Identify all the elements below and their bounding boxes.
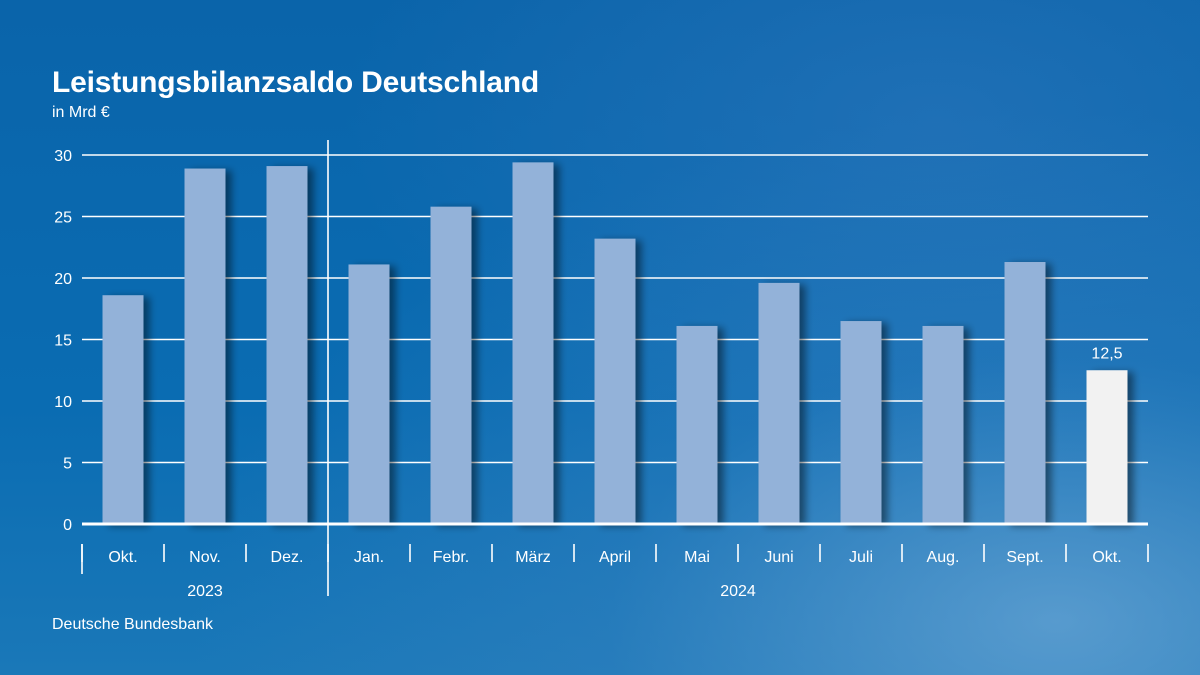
x-tick-label: Mai [684, 549, 710, 566]
y-tick-label: 15 [54, 333, 72, 350]
data-label: 12,5 [1091, 345, 1122, 362]
x-tick-label: Okt. [1092, 549, 1121, 566]
y-tick-label: 10 [54, 394, 72, 411]
y-tick-label: 25 [54, 210, 72, 227]
bar [430, 206, 472, 524]
x-tick-label: Aug. [927, 549, 960, 566]
bar [512, 162, 554, 524]
y-tick-label: 20 [54, 271, 72, 288]
year-label: 2024 [720, 583, 756, 600]
x-tick-label: Dez. [271, 549, 304, 566]
bar [1004, 262, 1046, 524]
year-label: 2023 [187, 583, 223, 600]
x-tick-label: Juli [849, 549, 873, 566]
y-tick-label: 5 [63, 456, 72, 473]
bars [102, 162, 1128, 524]
x-tick-label: Sept. [1006, 549, 1043, 566]
x-tick-label: April [599, 549, 631, 566]
x-tick-label: Juni [764, 549, 793, 566]
x-tick-label: Nov. [189, 549, 221, 566]
bar-highlight [1086, 370, 1128, 524]
bar [184, 168, 226, 524]
x-tick-label: März [515, 549, 551, 566]
x-tick-label: Jan. [354, 549, 384, 566]
y-tick-label: 0 [63, 517, 72, 534]
labels: 0 5 10 15 20 25 30 12,5 Okt. Nov. Dez. Jan. Febr. Mär… [54, 148, 1122, 600]
bar [594, 238, 636, 524]
chart-title: Leistungsbilanzsaldo Deutschland [52, 66, 540, 99]
source-label: Deutsche Bundesbank [52, 616, 213, 633]
x-tick-label: Okt. [108, 549, 137, 566]
axes [81, 140, 1149, 596]
bar [676, 325, 718, 524]
x-tick-label: Febr. [433, 549, 469, 566]
bar [102, 295, 144, 524]
bar [922, 325, 964, 524]
chart-unit-label: in Mrd € [52, 104, 110, 121]
y-tick-label: 30 [54, 148, 72, 165]
bar [758, 282, 800, 524]
bar [266, 166, 308, 524]
bar [840, 321, 882, 524]
bar [348, 264, 390, 524]
